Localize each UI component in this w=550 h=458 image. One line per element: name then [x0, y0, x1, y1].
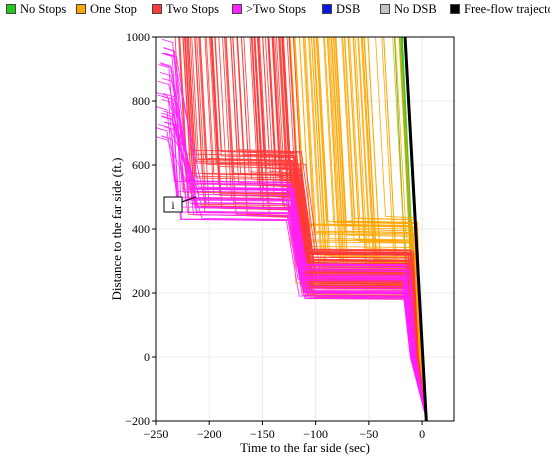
- legend-item: No Stops: [6, 2, 66, 16]
- legend-label: One Stop: [90, 2, 137, 16]
- legend-swatch: [152, 4, 162, 14]
- legend-label: DSB: [336, 2, 361, 16]
- y-axis-label: Distance to the far side (ft.): [109, 158, 124, 301]
- legend-item: DSB: [322, 2, 360, 16]
- legend-item: Two Stops: [152, 2, 219, 16]
- y-tick-label: 400: [132, 222, 150, 236]
- y-tick-label: 0: [144, 350, 150, 364]
- annotation-label: i: [171, 198, 175, 212]
- legend: No Stops One Stop Two Stops >Two Stops DSB No…: [0, 0, 550, 18]
- legend-item: Free-flow trajectory: [450, 2, 550, 16]
- legend-item: One Stop: [76, 2, 137, 16]
- trajectory-more-than-two-stops: [162, 92, 428, 422]
- legend-swatch: [6, 4, 16, 14]
- legend-label: No DSB: [394, 2, 437, 16]
- trajectory-two-stops: [262, 36, 428, 422]
- y-tick-label: 200: [132, 286, 150, 300]
- annotation-leader: [181, 196, 197, 203]
- x-axis: −250 −200 −150 −100 −50 0: [144, 421, 425, 441]
- y-tick-label: 600: [132, 158, 150, 172]
- x-tick-label: −50: [359, 427, 378, 441]
- legend-item: No DSB: [380, 2, 437, 16]
- trajectory-more-than-two-stops: [157, 123, 428, 422]
- legend-label: >Two Stops: [246, 2, 307, 16]
- legend-label: Free-flow trajectory: [464, 2, 550, 16]
- legend-label: Two Stops: [166, 2, 219, 16]
- legend-label: No Stops: [20, 2, 67, 16]
- y-axis: −200 0 200 400 600 800 1000: [125, 30, 156, 428]
- x-axis-label: Time to the far side (sec): [240, 440, 370, 455]
- legend-item: >Two Stops: [232, 2, 306, 16]
- trajectory-more-than-two-stops: [156, 127, 428, 422]
- annotation-box: [163, 196, 183, 213]
- legend-swatch: [322, 4, 332, 14]
- legend-swatch: [232, 4, 242, 14]
- x-tick-label: −100: [303, 427, 328, 441]
- x-tick-label: −250: [144, 427, 169, 441]
- trajectories: [155, 36, 428, 422]
- x-tick-label: −200: [197, 427, 222, 441]
- x-tick-label: 0: [419, 427, 425, 441]
- free-flow-line: [403, 36, 428, 422]
- trajectory-more-than-two-stops: [159, 62, 428, 422]
- legend-swatch: [450, 4, 460, 14]
- y-tick-label: −200: [125, 414, 150, 428]
- legend-swatch: [76, 4, 86, 14]
- legend-swatch: [380, 4, 390, 14]
- y-tick-label: 800: [132, 94, 150, 108]
- annotation-i: i: [163, 196, 197, 213]
- y-tick-label: 1000: [126, 30, 150, 44]
- x-tick-label: −150: [250, 427, 275, 441]
- free-flow-trajectory: [403, 36, 428, 422]
